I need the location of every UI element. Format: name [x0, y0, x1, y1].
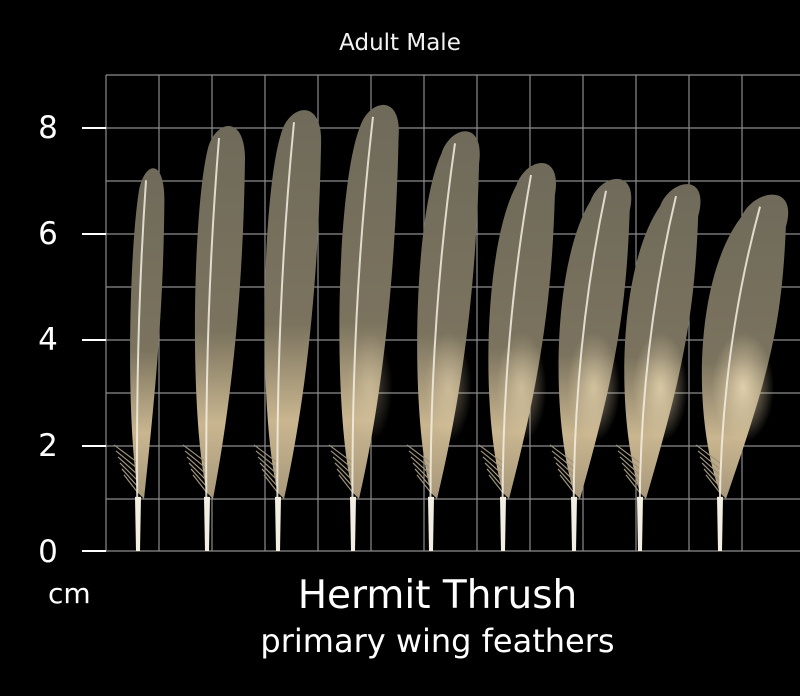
feather-down-barb [123, 474, 139, 494]
feather-down-barb [553, 456, 575, 476]
feather-down-barb [408, 450, 432, 470]
feather-down-barb [259, 462, 279, 482]
feather-down-barb [482, 456, 504, 476]
feather-pale-patch [347, 332, 393, 443]
tick-label-8: 8 [38, 110, 58, 146]
tick-label-2: 2 [38, 428, 58, 464]
feather-down-barb [330, 450, 354, 470]
feather-down-barb [182, 444, 208, 464]
feather-down-barb [406, 444, 432, 464]
feather-shaft [429, 143, 456, 552]
feather-down-barb [328, 444, 354, 464]
feather-quill [428, 496, 434, 551]
feather-down-barb [695, 444, 721, 464]
feather-down-barb [192, 474, 208, 494]
feather-down-barb [705, 474, 721, 494]
feather-quill [204, 496, 210, 551]
feather-quill [637, 496, 643, 551]
feathers-group [113, 104, 789, 552]
feather-7 [549, 178, 632, 552]
feather-down-barb [336, 468, 354, 488]
feather-down-barb [338, 474, 354, 494]
feather-down-barb [619, 456, 641, 476]
feather-vane [264, 110, 322, 499]
feather-down-barb [486, 468, 504, 488]
feather-down-barb [190, 468, 208, 488]
axis-ticks [82, 127, 106, 552]
feather-down-barb [257, 456, 279, 476]
feather-down-barb [703, 468, 721, 488]
feather-vane [488, 162, 556, 499]
feather-down-barb [625, 474, 641, 494]
feather-down-barb [557, 468, 575, 488]
feather-down-barb [121, 468, 139, 488]
feather-down-barb [184, 450, 208, 470]
feather-down-barb [480, 450, 504, 470]
feather-down-barb [414, 468, 432, 488]
feather-down-barb [615, 444, 641, 464]
feather-quill [571, 496, 577, 551]
feather-down-barb [115, 450, 139, 470]
feather-quill [275, 496, 281, 551]
feather-2 [182, 126, 245, 552]
feather-shaft [205, 137, 220, 552]
feather-quill [500, 496, 506, 551]
feather-quill [135, 496, 141, 551]
feather-pale-patch [496, 332, 547, 443]
feather-9 [695, 194, 789, 552]
feather-5 [406, 131, 480, 552]
feather-8 [615, 184, 701, 552]
feather-pale-patch [632, 332, 688, 443]
feather-down-barb [255, 450, 279, 470]
feather-down-barb [188, 462, 208, 482]
feather-down-barb [623, 468, 641, 488]
feather-down-barb [332, 456, 354, 476]
feather-down-barb [119, 462, 139, 482]
feather-down-barb [488, 474, 504, 494]
feather-down-barb [117, 456, 139, 476]
feather-shaft [276, 122, 295, 552]
feather-down-barb [559, 474, 575, 494]
feather-down-barb [549, 444, 575, 464]
feather-down-barb [478, 444, 504, 464]
feather-down-barb [551, 450, 575, 470]
tick-label-4: 4 [38, 322, 58, 358]
feather-down-barb [186, 456, 208, 476]
feather-vane [130, 168, 165, 499]
feather-quill [717, 496, 723, 551]
feather-4 [328, 104, 399, 552]
feather-pale-patch [424, 332, 472, 443]
feather-down-barb [410, 456, 432, 476]
unit-label: cm [48, 577, 91, 610]
feather-down-barb [263, 474, 279, 494]
feather-down-barb [697, 450, 721, 470]
feather-6 [478, 162, 556, 552]
feather-shaft [351, 116, 374, 552]
feather-down-barb [701, 462, 721, 482]
feather-down-barb [699, 456, 721, 476]
feather-down-barb [253, 444, 279, 464]
feather-down-barb [416, 474, 432, 494]
feather-3 [253, 110, 322, 552]
feather-1 [113, 168, 165, 552]
tick-label-0: 0 [38, 534, 58, 570]
feather-down-barb [113, 444, 139, 464]
feather-down-barb [412, 462, 432, 482]
feather-pale-patch [711, 332, 775, 443]
feather-down-barb [617, 450, 641, 470]
feather-down-barb [334, 462, 354, 482]
feather-down-barb [621, 462, 641, 482]
species-subtitle: primary wing feathers [260, 622, 615, 660]
feather-vane [194, 126, 245, 499]
feather-quill [350, 496, 356, 551]
figure-title: Adult Male [339, 30, 461, 56]
feather-down-barb [555, 462, 575, 482]
species-title: Hermit Thrush [297, 573, 578, 618]
feather-down-barb [484, 462, 504, 482]
tick-label-6: 6 [38, 216, 58, 252]
feather-down-barb [261, 468, 279, 488]
